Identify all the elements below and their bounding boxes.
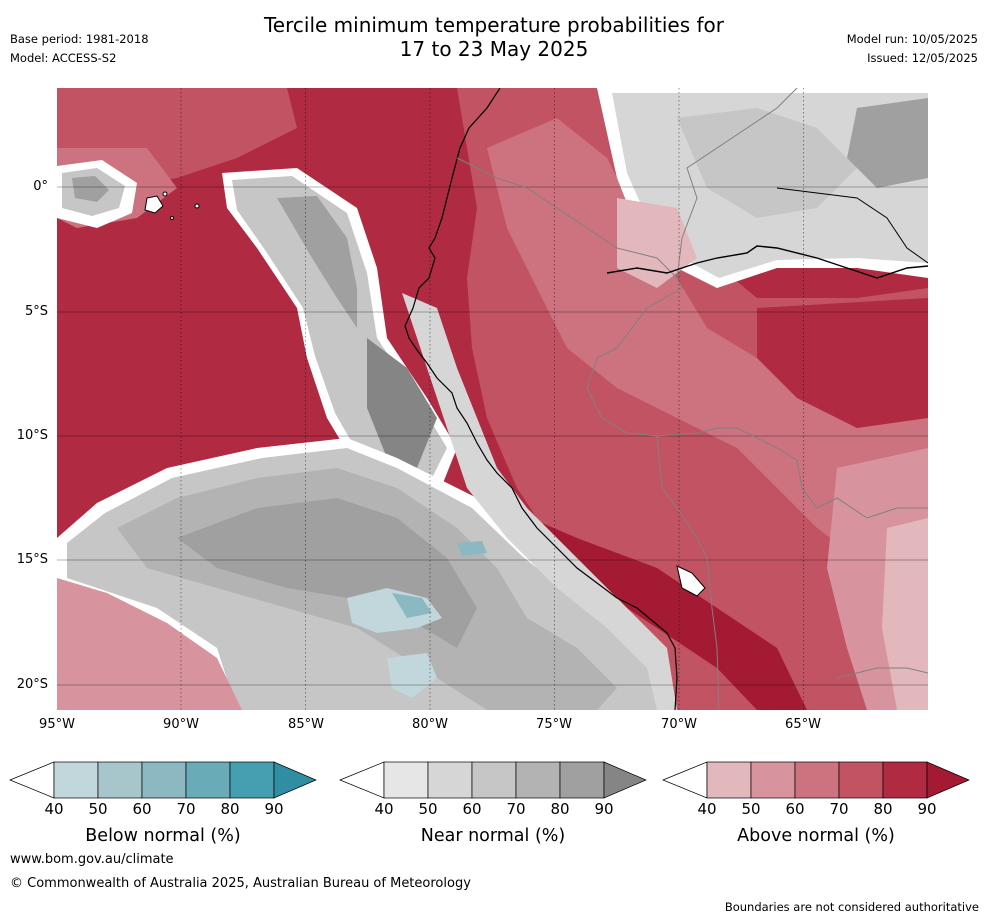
colorbars	[9, 761, 970, 799]
lon-label-70w: 70°W	[661, 717, 697, 732]
colorbar-segment	[427, 761, 473, 799]
colorbar-segment	[141, 761, 187, 799]
galapagos-islands	[144, 191, 200, 220]
base-period-text: Base period: 1981-2018	[10, 32, 149, 46]
colorbar-segment	[383, 761, 429, 799]
colorbar-segment	[185, 761, 231, 799]
colorbar-tick-label: 70	[506, 800, 526, 818]
colorbar-tick-label: 60	[462, 800, 482, 818]
colorbar-left-extend	[662, 761, 708, 799]
lat-label-10s: 10°S	[16, 428, 48, 443]
region-above-40-se	[882, 518, 928, 710]
legend-near-normal-label: Near normal (%)	[420, 826, 566, 846]
region-near-coast	[402, 293, 677, 710]
region-near-central-90	[367, 338, 437, 468]
colorbar-near-normal	[339, 761, 647, 799]
region-above-60-inland	[487, 118, 928, 568]
colorbar-tick-label: 70	[176, 800, 196, 818]
colorbar-tick-label: 50	[741, 800, 761, 818]
colorbar-segment	[229, 761, 275, 799]
colorbar-tick-label: 90	[264, 800, 284, 818]
colorbar-tick-label: 90	[917, 800, 937, 818]
region-near-central-80	[277, 196, 357, 328]
colorbar-right-extend	[603, 761, 647, 799]
map-title-line2: 17 to 23 May 2025	[399, 37, 589, 61]
colorbar-above-normal	[662, 761, 970, 799]
lat-label-0: 0°	[33, 179, 48, 194]
region-below-60	[392, 593, 432, 618]
legend-below-normal-label: Below normal (%)	[85, 826, 241, 846]
region-near-nw-core	[72, 176, 109, 202]
lon-label-90w: 90°W	[163, 717, 199, 732]
region-above-90-coast	[507, 508, 807, 710]
colorbar-tick-label: 80	[550, 800, 570, 818]
colorbar-tick-label: 40	[697, 800, 717, 818]
colorbar-below-normal	[9, 761, 317, 799]
colorbar-tick-label: 60	[132, 800, 152, 818]
colorbar-segment	[882, 761, 928, 799]
colorbar-segment	[97, 761, 143, 799]
region-above-40-north	[617, 198, 697, 288]
amazon-river	[606, 245, 928, 279]
website-link[interactable]: www.bom.gov.au/climate	[10, 852, 174, 867]
colorbar-tick-label: 90	[594, 800, 614, 818]
colorbar-segment	[750, 761, 796, 799]
copyright-text: © Commonwealth of Australia 2025, Austra…	[10, 876, 471, 891]
colorbar-tick-label: 40	[374, 800, 394, 818]
lat-label-20s: 20°S	[16, 677, 48, 692]
map-title-line1: Tercile minimum temperature probabilitie…	[263, 13, 725, 37]
colorbar-tick-label: 70	[829, 800, 849, 818]
region-above-sw	[57, 578, 242, 710]
colorbar-segment	[471, 761, 517, 799]
colorbar-right-extend	[926, 761, 970, 799]
region-above-80-east	[757, 298, 928, 428]
disclaimer-text: Boundaries are not considered authoritat…	[724, 900, 979, 914]
colorbar-segment	[794, 761, 840, 799]
coastline	[404, 88, 678, 710]
colorbar-tick-label: 60	[785, 800, 805, 818]
region-below-small	[457, 541, 487, 556]
colorbar-segment	[706, 761, 752, 799]
colorbar-tick-label: 40	[44, 800, 64, 818]
colorbar-tick-label: 50	[418, 800, 438, 818]
lon-label-75w: 75°W	[536, 717, 572, 732]
colorbar-segment	[53, 761, 99, 799]
colorbar-segment	[838, 761, 884, 799]
model-text: Model: ACCESS-S2	[10, 51, 117, 65]
colorbar-right-extend	[273, 761, 317, 799]
colorbar-tick-label: 80	[873, 800, 893, 818]
legend-above-normal-label: Above normal (%)	[737, 826, 895, 846]
colorbar-segment	[515, 761, 561, 799]
lat-label-15s: 15°S	[16, 552, 48, 567]
colorbar-tick-label: 80	[220, 800, 240, 818]
lon-label-65w: 65°W	[785, 717, 821, 732]
colorbar-segment	[559, 761, 605, 799]
lat-label-5s: 5°S	[24, 304, 48, 319]
lon-label-80w: 80°W	[412, 717, 448, 732]
colorbar-left-extend	[9, 761, 55, 799]
region-near-north-60	[677, 108, 857, 218]
region-below-40-south	[387, 653, 437, 698]
issued-text: Issued: 12/05/2025	[867, 51, 978, 65]
lon-label-85w: 85°W	[288, 717, 324, 732]
colorbar-left-extend	[339, 761, 385, 799]
region-near-north-80	[847, 98, 928, 188]
river-north	[776, 187, 928, 264]
latitude-lines	[57, 186, 928, 686]
colorbar-tick-label: 50	[88, 800, 108, 818]
lon-label-95w: 95°W	[39, 717, 75, 732]
lake-titicaca	[676, 565, 706, 597]
model-run-text: Model run: 10/05/2025	[846, 32, 978, 46]
probability-map	[57, 88, 928, 710]
